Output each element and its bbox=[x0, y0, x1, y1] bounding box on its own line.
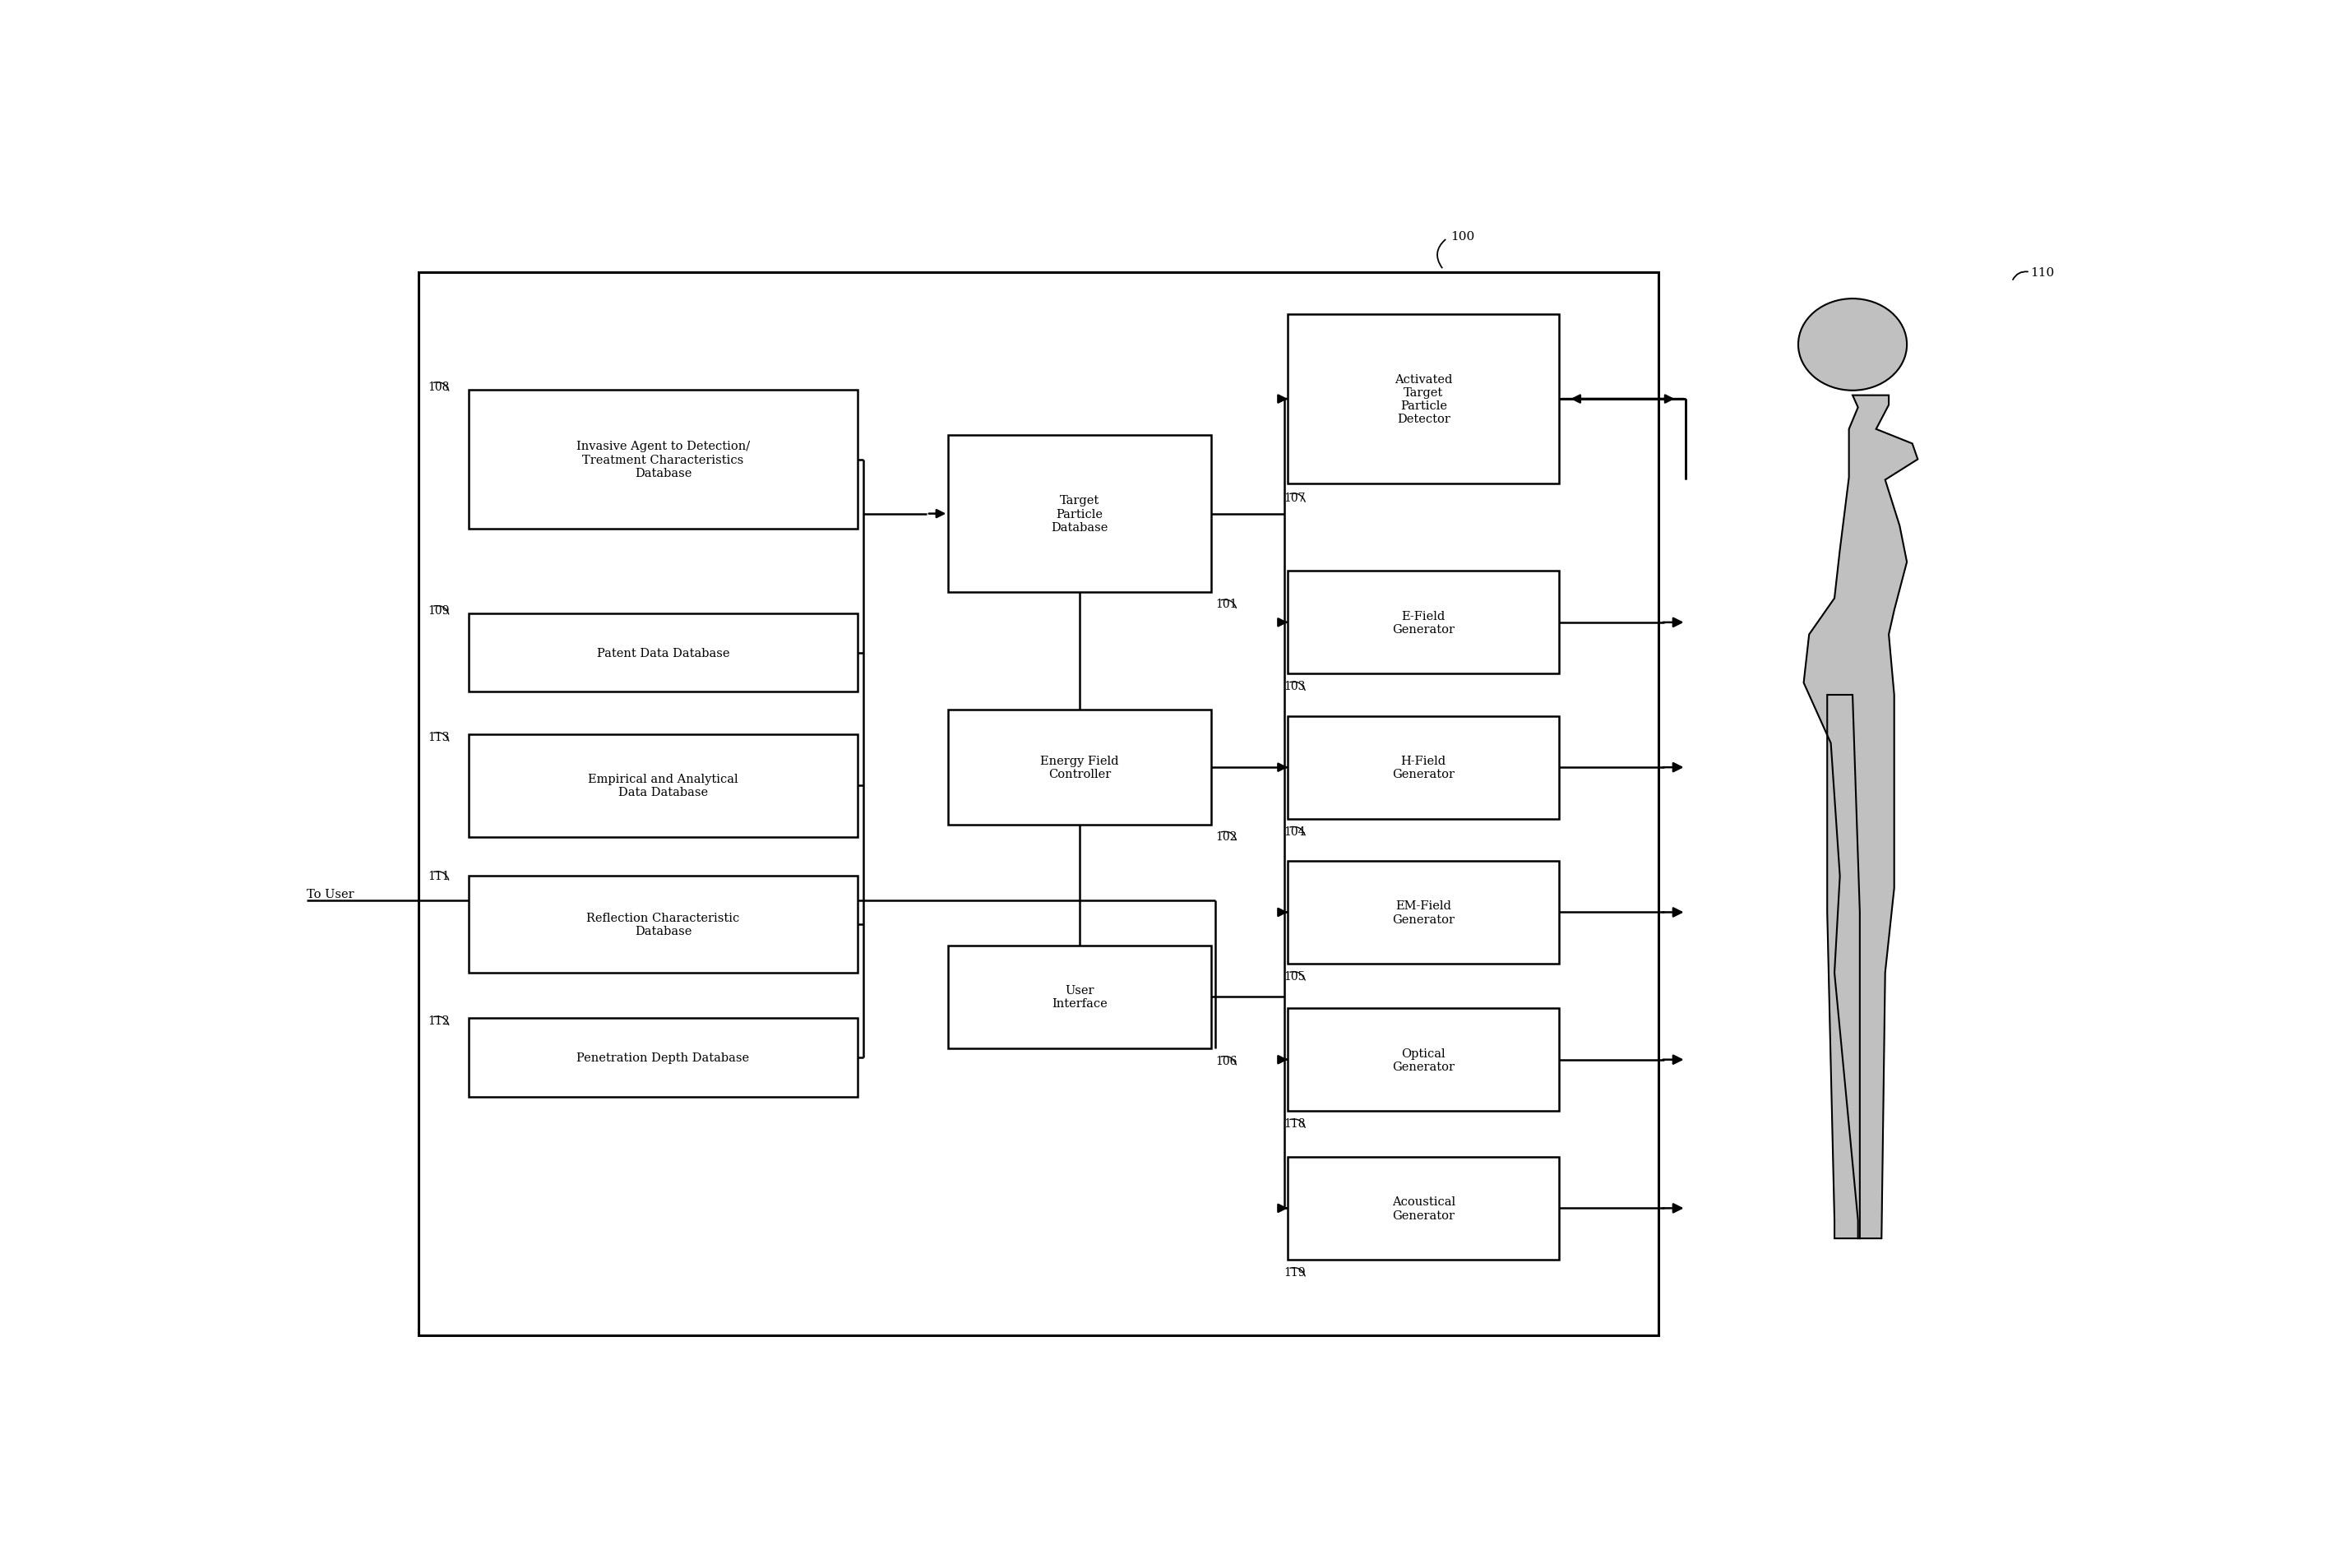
Text: 102: 102 bbox=[1215, 831, 1238, 842]
Polygon shape bbox=[1827, 695, 1859, 1239]
Text: H-Field
Generator: H-Field Generator bbox=[1392, 756, 1455, 781]
Text: Invasive Agent to Detection/
Treatment Characteristics
Database: Invasive Agent to Detection/ Treatment C… bbox=[577, 441, 750, 478]
Text: To User: To User bbox=[306, 889, 353, 900]
Text: EM-Field
Generator: EM-Field Generator bbox=[1392, 900, 1455, 925]
Bar bbox=[948, 946, 1210, 1049]
Bar bbox=[948, 710, 1210, 825]
Text: 101: 101 bbox=[1215, 599, 1238, 610]
Text: 113: 113 bbox=[427, 731, 449, 743]
Text: 100: 100 bbox=[1451, 230, 1474, 241]
Text: E-Field
Generator: E-Field Generator bbox=[1392, 610, 1455, 635]
Bar bbox=[470, 1018, 857, 1096]
Text: 107: 107 bbox=[1285, 492, 1306, 503]
Text: Target
Particle
Database: Target Particle Database bbox=[1051, 495, 1107, 533]
Text: 103: 103 bbox=[1285, 681, 1306, 691]
Text: Empirical and Analytical
Data Database: Empirical and Analytical Data Database bbox=[589, 773, 738, 798]
Text: 105: 105 bbox=[1285, 971, 1306, 982]
Text: Penetration Depth Database: Penetration Depth Database bbox=[577, 1052, 750, 1063]
Bar bbox=[418, 273, 1659, 1336]
Bar bbox=[1287, 717, 1560, 818]
Text: Acoustical
Generator: Acoustical Generator bbox=[1392, 1196, 1455, 1221]
Bar bbox=[1287, 315, 1560, 485]
Bar bbox=[470, 613, 857, 691]
Text: Optical
Generator: Optical Generator bbox=[1392, 1047, 1455, 1073]
Text: 109: 109 bbox=[427, 605, 449, 616]
Text: 112: 112 bbox=[427, 1014, 449, 1027]
Bar bbox=[1287, 1008, 1560, 1112]
Text: Activated
Target
Particle
Detector: Activated Target Particle Detector bbox=[1395, 373, 1453, 425]
Text: Patent Data Database: Patent Data Database bbox=[596, 648, 729, 659]
Text: 118: 118 bbox=[1285, 1118, 1306, 1129]
Text: 119: 119 bbox=[1285, 1267, 1306, 1278]
Text: Energy Field
Controller: Energy Field Controller bbox=[1040, 756, 1119, 781]
Bar bbox=[948, 436, 1210, 593]
Bar bbox=[1287, 571, 1560, 674]
Text: 110: 110 bbox=[2030, 267, 2053, 279]
Ellipse shape bbox=[1799, 299, 1906, 390]
Bar bbox=[1287, 861, 1560, 964]
Bar bbox=[470, 734, 857, 837]
Bar bbox=[470, 877, 857, 972]
Text: 108: 108 bbox=[427, 381, 449, 394]
Text: 106: 106 bbox=[1215, 1055, 1238, 1066]
Bar bbox=[1287, 1157, 1560, 1259]
Polygon shape bbox=[1803, 395, 1918, 1239]
Text: User
Interface: User Interface bbox=[1051, 985, 1107, 1010]
Text: 104: 104 bbox=[1285, 826, 1306, 837]
Bar bbox=[470, 390, 857, 530]
Text: 111: 111 bbox=[427, 870, 449, 881]
Text: Reflection Characteristic
Database: Reflection Characteristic Database bbox=[586, 913, 741, 938]
